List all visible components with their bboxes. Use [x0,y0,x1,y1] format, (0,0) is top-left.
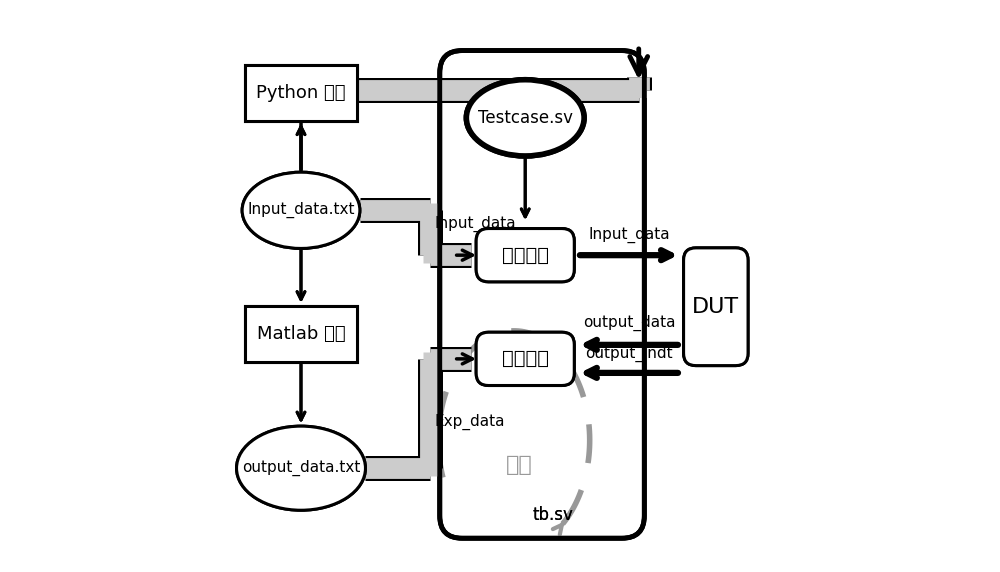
Text: Testcase.sv: Testcase.sv [478,109,573,127]
Ellipse shape [466,80,584,156]
Text: Input_data: Input_data [434,216,516,232]
FancyBboxPatch shape [476,332,574,386]
FancyBboxPatch shape [245,65,357,121]
FancyBboxPatch shape [245,305,357,362]
FancyBboxPatch shape [476,332,574,386]
Text: tb.sv: tb.sv [533,506,574,524]
FancyBboxPatch shape [684,248,748,366]
Text: DUT: DUT [692,297,739,317]
Ellipse shape [242,172,360,248]
Text: output_indt: output_indt [585,345,673,362]
FancyBboxPatch shape [684,248,748,366]
Text: 循环: 循环 [506,455,533,475]
Text: Input_data: Input_data [588,227,670,243]
Text: Python 工具: Python 工具 [256,84,346,102]
Text: 比较结果: 比较结果 [502,349,549,368]
FancyBboxPatch shape [476,229,574,282]
Text: Exp_data: Exp_data [434,414,505,430]
Text: Python 工具: Python 工具 [256,84,346,102]
Ellipse shape [466,80,584,156]
Text: DUT: DUT [692,297,739,317]
Text: 比较结果: 比较结果 [502,349,549,368]
Text: output_data.txt: output_data.txt [242,460,360,476]
Text: 发送数据: 发送数据 [502,245,549,265]
Text: Input_data.txt: Input_data.txt [247,202,355,219]
Text: Matlab 工具: Matlab 工具 [257,325,345,343]
Text: Matlab 工具: Matlab 工具 [257,325,345,343]
Text: Testcase.sv: Testcase.sv [478,109,573,127]
Ellipse shape [242,172,360,248]
FancyBboxPatch shape [245,65,357,121]
Text: Input_data.txt: Input_data.txt [247,202,355,219]
Text: output_data: output_data [583,315,675,331]
Ellipse shape [237,426,365,510]
Text: tb.sv: tb.sv [533,506,574,524]
Ellipse shape [237,426,365,510]
FancyBboxPatch shape [245,305,357,362]
Text: 发送数据: 发送数据 [502,245,549,265]
Text: output_data.txt: output_data.txt [242,460,360,476]
FancyBboxPatch shape [440,50,644,538]
FancyBboxPatch shape [476,229,574,282]
